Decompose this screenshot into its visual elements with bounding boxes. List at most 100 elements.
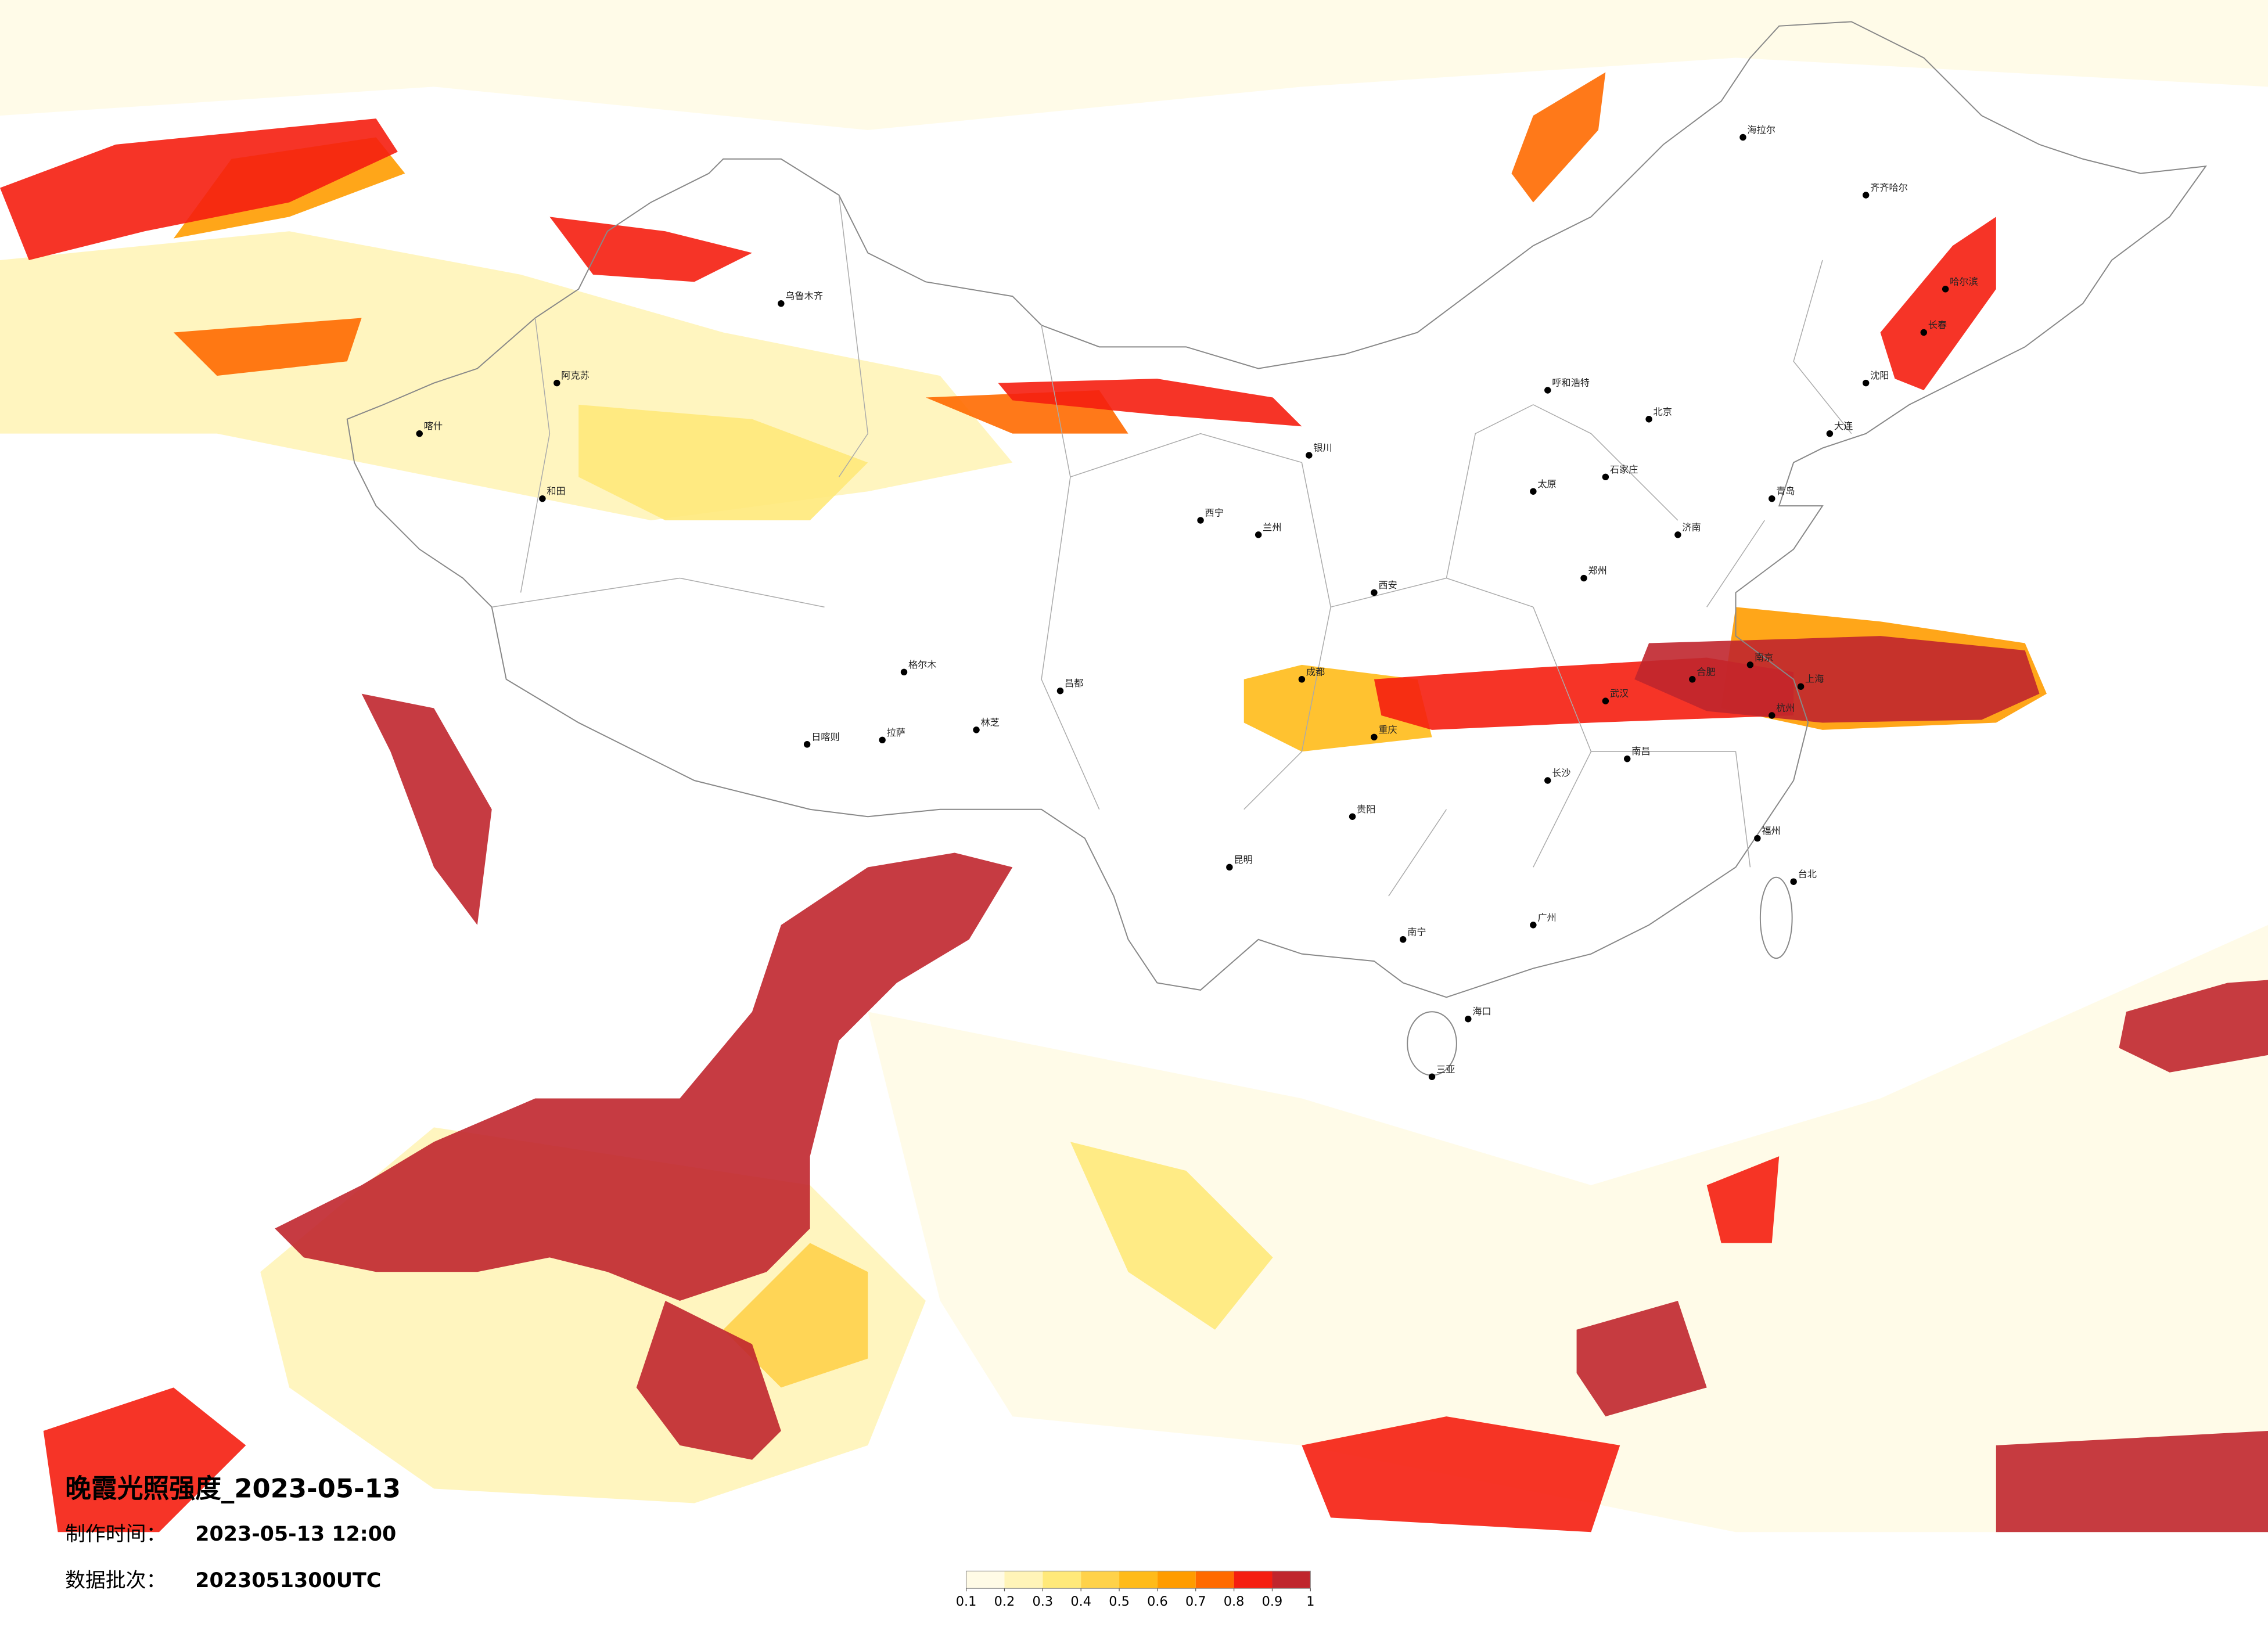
city-dot (1530, 922, 1537, 929)
city-label: 兰州 (1263, 521, 1281, 533)
colorbar-tick-label: 0.1 (956, 1594, 977, 1609)
city-label: 西宁 (1205, 508, 1224, 519)
city-label: 和田 (547, 485, 565, 497)
colorbar-tick-label: 0.9 (1262, 1594, 1283, 1609)
city-label: 长春 (1928, 319, 1947, 330)
colorbar-cell (1004, 1571, 1043, 1589)
city-label: 南昌 (1631, 746, 1650, 757)
city-label: 石家庄 (1610, 464, 1638, 475)
city-dot (1602, 473, 1609, 481)
city-dot (1674, 531, 1681, 538)
city-label: 长沙 (1552, 768, 1570, 779)
city-label: 武汉 (1610, 688, 1629, 699)
city-label: 昆明 (1234, 854, 1252, 865)
city-dot (1942, 286, 1949, 293)
city-dot (900, 668, 908, 676)
city-dot (1754, 834, 1761, 842)
city-label: 齐齐哈尔 (1870, 182, 1908, 193)
city-label: 成都 (1306, 666, 1325, 677)
heat-area (578, 404, 868, 520)
heat-area (1070, 1142, 1273, 1330)
batch-label: 数据批次： (65, 1569, 166, 1592)
city-dot (416, 430, 423, 437)
city-dot (1826, 430, 1834, 437)
heat-area (998, 379, 1302, 427)
city-dot (1399, 936, 1407, 943)
city-label: 沈阳 (1870, 370, 1889, 381)
colorbar-cell (1081, 1571, 1120, 1589)
city-dot (1769, 712, 1775, 719)
city-label: 林芝 (981, 717, 1000, 728)
colorbar-tick-label: 0.4 (1070, 1594, 1091, 1609)
city-label: 昌都 (1065, 678, 1083, 689)
heat-area (43, 1387, 246, 1533)
colorbar-tick-label: 0.3 (1033, 1594, 1054, 1609)
made-time-label: 制作时间： (65, 1523, 166, 1546)
city-dot (1298, 676, 1306, 683)
city-label: 呼和浩特 (1552, 377, 1590, 388)
city-label: 合肥 (1696, 666, 1715, 677)
city-label: 重庆 (1378, 724, 1397, 735)
city-dot (1797, 683, 1805, 690)
city-label: 哈尔滨 (1950, 276, 1978, 287)
heat-layer (0, 0, 2268, 1533)
city-dot (1739, 134, 1746, 141)
city-dot (1769, 495, 1775, 502)
city-label: 日喀则 (811, 731, 840, 742)
heat-area (868, 924, 2268, 1533)
heat-area (173, 318, 362, 376)
city-dot (1746, 661, 1754, 668)
city-dot (1197, 517, 1204, 524)
china-outline (346, 21, 2208, 998)
heat-area (549, 217, 753, 282)
heat-area (0, 0, 2268, 130)
city-label: 青岛 (1776, 485, 1795, 497)
city-label: 格尔木 (908, 659, 937, 670)
city-label: 海口 (1472, 1006, 1491, 1017)
colorbar-cell (1119, 1571, 1158, 1589)
colorbar-cell (1272, 1571, 1311, 1589)
colorbar-cell (1157, 1571, 1196, 1589)
city-label: 福州 (1762, 825, 1780, 836)
heat-area (275, 852, 1013, 1301)
city-dot (973, 726, 980, 733)
city-dot (1645, 416, 1652, 423)
heat-area (1511, 72, 1606, 203)
city-dot (778, 300, 785, 307)
city-dot (879, 736, 886, 744)
colorbar: 0.1 0.2 0.3 0.4 0.5 0.6 0.7 0.8 0.9 1 (956, 1570, 1314, 1609)
city-label: 太原 (1537, 479, 1556, 490)
city-label: 台北 (1798, 869, 1817, 880)
heat-area (361, 693, 492, 925)
city-label: 南宁 (1407, 926, 1426, 937)
colorbar-tick-label: 0.2 (994, 1594, 1015, 1609)
taiwan (1759, 876, 1793, 959)
city-label: 乌鲁木齐 (785, 290, 823, 301)
city-label: 三亚 (1436, 1064, 1455, 1075)
city-dot (539, 495, 546, 502)
heat-area (1302, 1416, 1620, 1533)
city-dot (1602, 697, 1609, 704)
colorbar-cell (1234, 1571, 1273, 1589)
city-label: 北京 (1654, 406, 1672, 417)
city-dot (1790, 878, 1797, 885)
map-title: 晚霞光照强度_2023-05-13 (65, 1473, 401, 1504)
city-label: 银川 (1313, 443, 1332, 454)
city-label: 拉萨 (887, 727, 905, 738)
city-dot (1862, 192, 1870, 199)
city-label: 喀什 (424, 420, 443, 431)
city-label: 西安 (1378, 580, 1397, 591)
city-label: 上海 (1805, 674, 1824, 685)
city-label: 郑州 (1588, 565, 1606, 576)
city-label: 大连 (1834, 420, 1853, 431)
colorbar-cell (1195, 1571, 1234, 1589)
city-dot (1056, 687, 1064, 695)
colorbar-cell (1043, 1571, 1081, 1589)
city-dot (1428, 1073, 1436, 1080)
city-dot (1226, 864, 1233, 871)
city-dot (1530, 488, 1537, 495)
colorbar-cell (966, 1571, 1005, 1589)
colorbar-frame (965, 1570, 1311, 1589)
